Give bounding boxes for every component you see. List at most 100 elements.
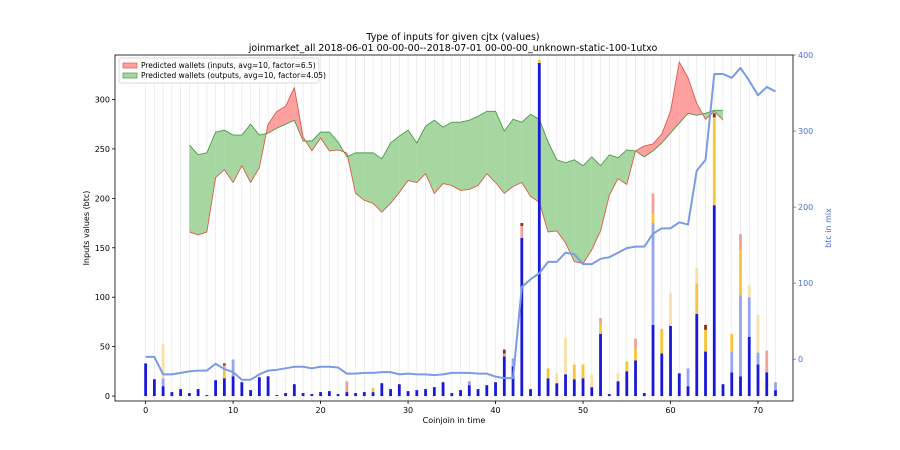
input-value-bars <box>144 59 777 397</box>
bar-segment-main <box>362 392 366 397</box>
y-axis-left: 0 50 100 150 200 250 300 <box>95 95 115 401</box>
bar-segment-main <box>765 372 769 397</box>
bar-segment-yellow <box>572 364 576 380</box>
y-right-tick-label: 300 <box>798 127 813 136</box>
bar-segment-pale <box>616 373 620 382</box>
outputs-excess-fill <box>373 152 382 213</box>
outputs-excess-fill <box>548 141 557 232</box>
bar-segment-pale <box>555 373 559 384</box>
bar-segment-main <box>144 363 148 397</box>
bar-segment-main <box>301 393 305 397</box>
outputs-excess-fill <box>224 130 234 183</box>
y-right-tick-label: 100 <box>798 279 813 288</box>
outputs-excess-fill <box>250 124 260 183</box>
bar-segment-red <box>765 350 769 373</box>
bar-segment-yellow <box>222 370 226 379</box>
outputs-excess-fill <box>609 154 619 196</box>
bar-segment-yellow <box>371 388 375 393</box>
bar-segment-main <box>607 394 611 397</box>
bar-segment-light <box>756 352 760 365</box>
inputs-excess-fill <box>635 145 645 157</box>
bar-segment-main <box>284 393 287 397</box>
bar-segment-main <box>476 389 480 397</box>
outputs-excess-fill <box>198 152 207 235</box>
bar-segment-yellow <box>695 283 699 315</box>
inputs-excess-fill <box>688 77 697 116</box>
inputs-excess-fill <box>268 111 277 134</box>
bar-segment-light <box>467 381 471 386</box>
outputs-excess-fill <box>583 156 592 264</box>
bar-segment-light <box>686 368 690 387</box>
bar-segment-yellow <box>704 329 707 352</box>
y-axis-right-label: btc in mix <box>824 208 833 248</box>
bar-segment-main <box>774 390 777 397</box>
x-tick-label: 60 <box>665 406 675 415</box>
bar-segment-main <box>721 384 725 397</box>
bar-segment-red <box>634 338 637 349</box>
bar-segment-light <box>774 382 777 391</box>
bar-segment-main <box>389 389 392 397</box>
bar-segment-main <box>529 389 532 397</box>
bar-segment-main <box>432 387 436 397</box>
bar-segment-main <box>152 379 156 397</box>
prediction-bands <box>189 61 724 265</box>
outputs-excess-fill <box>408 130 417 183</box>
outputs-excess-fill <box>513 119 522 187</box>
bar-segment-main <box>406 391 410 397</box>
legend-label: Predicted wallets (inputs, avg=10, facto… <box>141 61 316 70</box>
bar-segment-main <box>502 356 506 397</box>
bar-segment-main <box>415 390 419 397</box>
bar-segment-main <box>546 378 550 397</box>
outputs-excess-fill <box>189 144 199 235</box>
outputs-excess-fill <box>486 111 496 183</box>
bar-segment-main <box>634 360 637 397</box>
outputs-excess-fill <box>539 119 549 232</box>
y-right-tick-label: 0 <box>798 355 803 364</box>
bar-segment-light <box>739 295 742 377</box>
inputs-excess-fill <box>285 87 295 125</box>
x-tick-label: 30 <box>403 406 413 415</box>
outputs-excess-fill <box>206 132 216 232</box>
bar-segment-main <box>511 366 515 397</box>
bar-segment-dark <box>222 363 226 366</box>
bar-segment-main <box>695 314 699 397</box>
bar-segment-red <box>599 317 602 324</box>
legend: Predicted wallets (inputs, avg=10, facto… <box>118 57 326 84</box>
bar-segment-main <box>196 389 200 397</box>
outputs-excess-fill <box>460 120 470 191</box>
bar-segment-main <box>669 325 672 397</box>
outputs-excess-fill <box>530 114 540 203</box>
bar-segment-main <box>730 372 734 397</box>
bar-segment-dark <box>520 223 524 227</box>
bar-segment-main <box>467 385 471 397</box>
bar-segment-main <box>747 336 751 397</box>
bar-segment-yellow <box>739 249 742 296</box>
legend-label: Predicted wallets (outputs, avg=10, fact… <box>141 71 326 80</box>
bar-segment-main <box>266 376 270 397</box>
bar-segment-yellow <box>581 364 585 379</box>
bar-segment-yellow <box>660 328 664 354</box>
plot-frame <box>114 54 794 402</box>
bar-segment-main <box>161 386 165 397</box>
y-tick-label: 150 <box>95 244 110 253</box>
bar-segment-main <box>494 382 497 397</box>
legend-swatch <box>122 62 138 69</box>
outputs-excess-fill <box>504 119 514 194</box>
btc-in-mix-series <box>145 66 776 381</box>
x-tick-label: 10 <box>228 406 238 415</box>
x-tick-label: 20 <box>315 406 325 415</box>
bar-segment-main <box>222 378 226 397</box>
bar-segment-main <box>739 376 742 397</box>
grid-lines <box>145 55 776 401</box>
bar-segment-main <box>485 385 489 397</box>
bar-segment-yellow <box>712 117 716 206</box>
bar-segment-main <box>677 373 681 397</box>
bar-segment-main <box>564 374 567 397</box>
outputs-excess-fill <box>215 130 225 178</box>
bar-segment-main <box>397 384 401 397</box>
bar-segment-main <box>240 382 244 397</box>
bar-segment-light <box>747 297 751 337</box>
y-right-tick-label: 400 <box>798 51 813 60</box>
bar-segment-dark <box>712 113 716 118</box>
